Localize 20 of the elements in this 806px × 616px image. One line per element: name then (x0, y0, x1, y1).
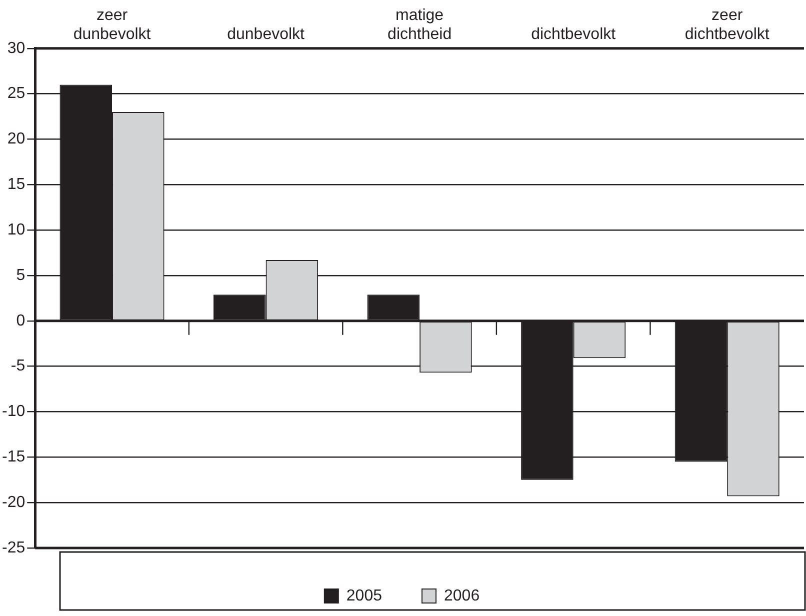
y-tick-label: 30 (7, 40, 26, 57)
y-tick-label: -15 (2, 448, 26, 466)
x-tick-label: zeer dichtbevolkt (684, 7, 770, 44)
y-tick-label: 25 (7, 85, 26, 102)
y-tick-label: -5 (10, 358, 26, 375)
y-tick-label: 20 (7, 130, 26, 148)
y-tick-label: 15 (7, 176, 26, 194)
y-tick-label: 10 (7, 221, 26, 238)
y-tick-label: 0 (16, 312, 26, 330)
x-tick-label: dunbevolkt (227, 26, 306, 44)
y-tick-label: -20 (2, 494, 26, 511)
legend-label: 2006 (444, 587, 480, 604)
y-tick-label: -25 (2, 539, 26, 556)
x-tick-label: dichtbevolkt (531, 26, 616, 44)
y-tick-label: 5 (16, 266, 26, 284)
x-tick-label: zeer dunbevolkt (73, 7, 152, 44)
y-tick-label: -10 (2, 403, 26, 420)
x-tick-label: matige dichtheid (388, 7, 452, 44)
bar (367, 294, 420, 320)
legend-label: 2005 (346, 587, 382, 604)
